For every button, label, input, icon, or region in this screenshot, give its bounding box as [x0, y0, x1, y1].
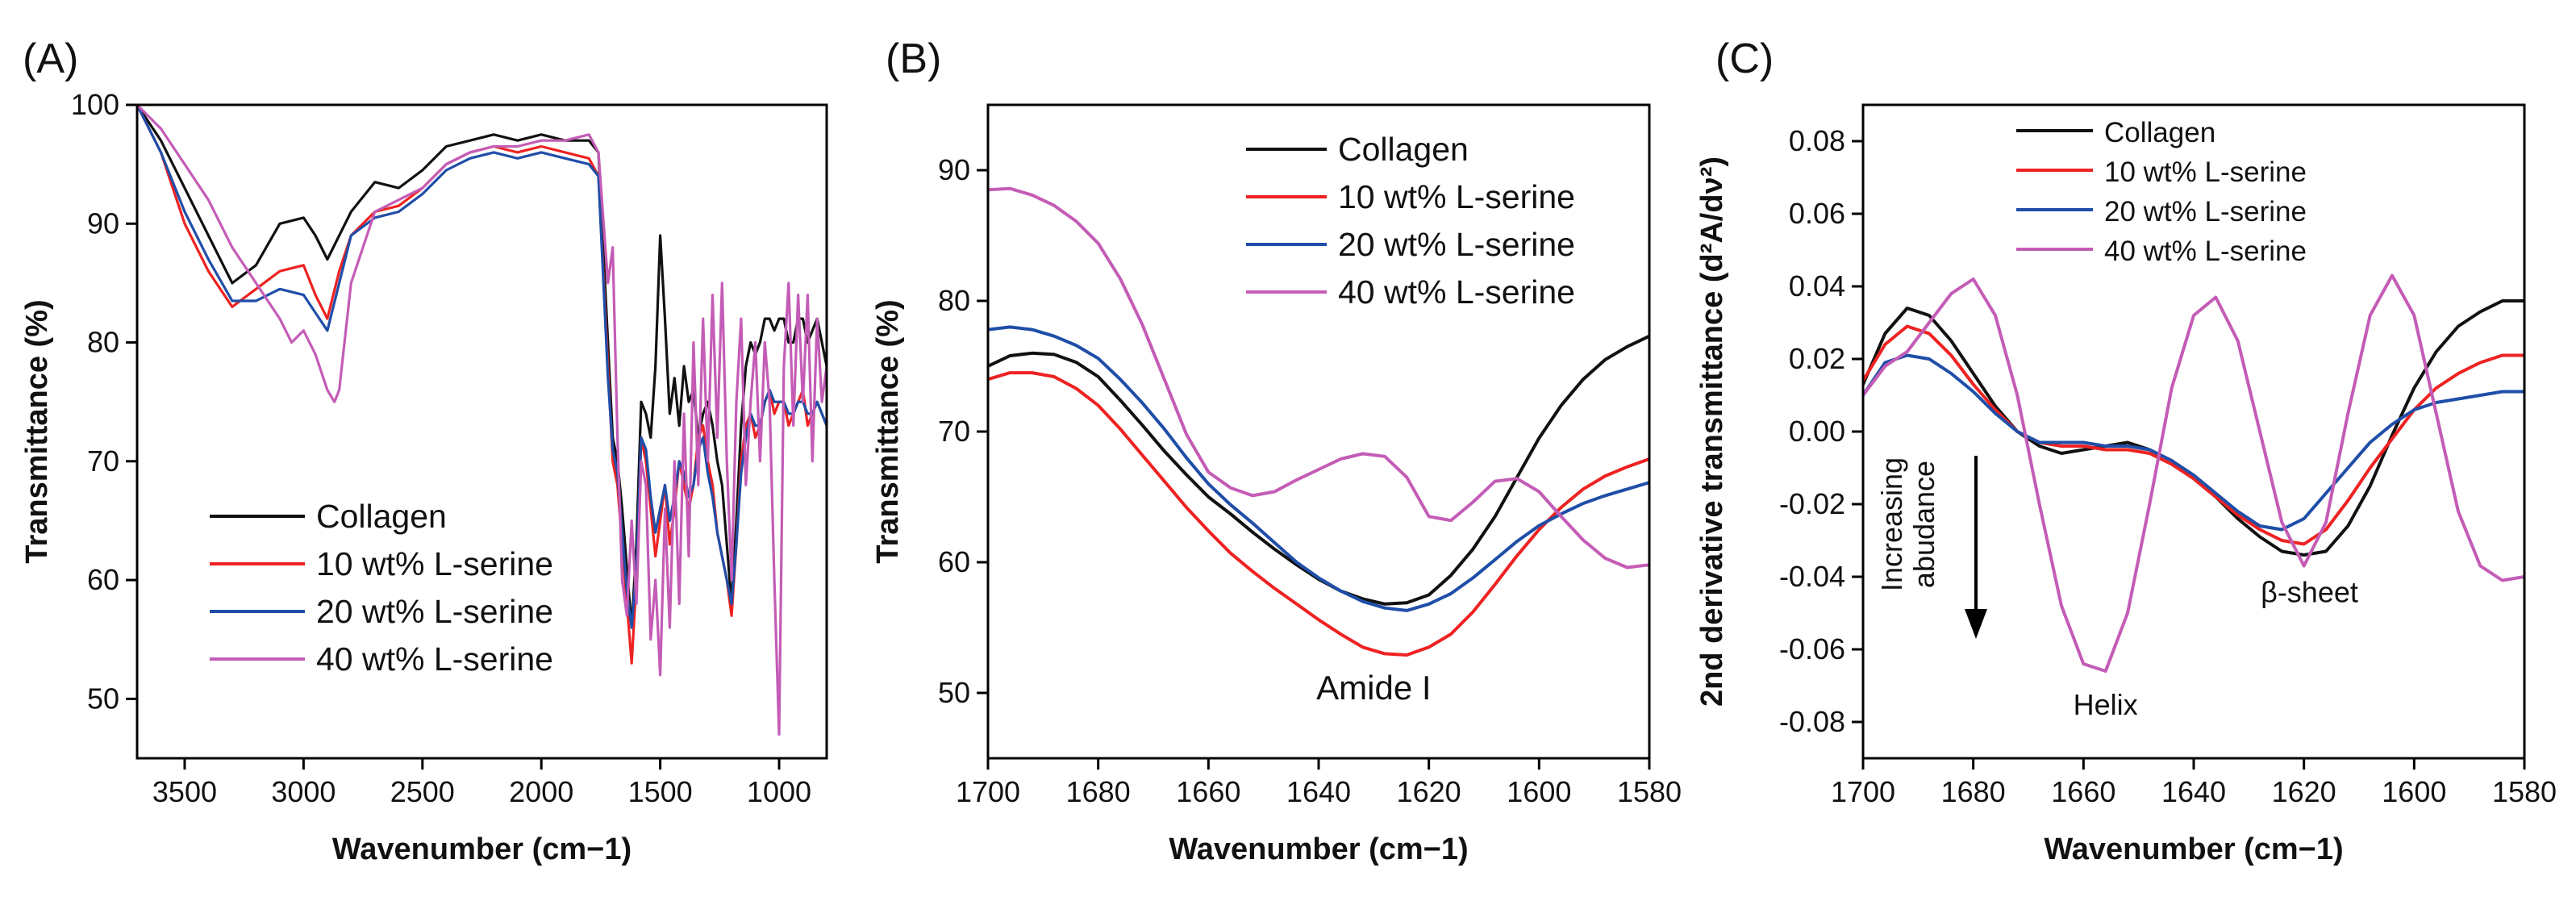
y-tick-label: -0.06	[1779, 632, 1845, 665]
x-tick-label: 2000	[509, 775, 573, 808]
x-tick-label: 1600	[1507, 775, 1571, 808]
legend: Collagen 10 wt% L-serine 20 wt% L-serine 40…	[1246, 131, 1575, 311]
annotation-label: Helix	[2074, 688, 2138, 721]
y-tick-label: 80	[87, 326, 119, 359]
y-tick-label: 50	[938, 676, 970, 709]
y-tick-label: -0.02	[1779, 487, 1845, 520]
y-tick-label: 0.06	[1789, 197, 1845, 230]
down-arrow-icon	[1965, 609, 1987, 639]
y-tick-label: 60	[87, 563, 119, 596]
y-tick-label: 80	[938, 284, 970, 317]
x-tick-label: 1600	[2382, 775, 2446, 808]
x-axis-title: Wavenumber (cm−1)	[2044, 832, 2343, 866]
legend-label-s10: 10 wt% L-serine	[2104, 156, 2307, 188]
arrow-annotation-line: abudance	[1907, 461, 1940, 588]
y-tick-label: 70	[87, 444, 119, 478]
legend: Collagen 10 wt% L-serine 20 wt% L-serine 40…	[2016, 117, 2307, 267]
y-tick-label: 0.04	[1789, 269, 1845, 302]
x-tick-label: 3000	[271, 775, 336, 808]
y-tick-label: 0.00	[1789, 415, 1845, 448]
y-axis-title: Transmittance (%)	[871, 299, 905, 563]
x-axis-title: Wavenumber (cm−1)	[1169, 832, 1468, 866]
x-axis-title: Wavenumber (cm−1)	[332, 832, 631, 866]
panel-c: (C) 1700 1680 1660 1640 1620 1600 1580 -0.08 -0.0…	[1695, 35, 2557, 866]
arrow-annotation-label: Increasingabudance	[1875, 457, 1940, 591]
y-tick-label: 50	[87, 682, 119, 715]
y-tick-label: -0.08	[1779, 705, 1845, 738]
legend-label-collagen: Collagen	[316, 498, 447, 535]
y-tick-label: 0.08	[1789, 124, 1845, 157]
legend: Collagen 10 wt% L-serine 20 wt% L-serine 40…	[210, 498, 553, 678]
series-line-s40	[988, 186, 1649, 569]
legend-label-s10: 10 wt% L-serine	[1338, 178, 1575, 215]
series-line-s10	[988, 371, 1649, 657]
x-tick-label: 1580	[2492, 775, 2557, 808]
arrow-annotation-line: Increasing	[1875, 457, 1908, 591]
panel-letter: (A)	[23, 35, 78, 82]
series-line-s20	[137, 105, 827, 629]
legend-label-s10: 10 wt% L-serine	[316, 545, 553, 582]
x-tick-label: 1580	[1617, 775, 1682, 808]
y-axis-title: Transmittance (%)	[20, 299, 54, 563]
y-tick-label: 60	[938, 545, 970, 578]
legend-label-s20: 20 wt% L-serine	[316, 593, 553, 630]
series-line-s20	[988, 325, 1649, 612]
x-tick-label: 1660	[1176, 775, 1240, 808]
y-tick-label: -0.04	[1779, 560, 1845, 593]
series-line-collagen	[1863, 299, 2524, 557]
y-tick-label: 0.02	[1789, 342, 1845, 375]
y-tick-label: 70	[938, 415, 970, 448]
x-tick-label: 1620	[2272, 775, 2336, 808]
legend-label-s40: 40 wt% L-serine	[2104, 236, 2307, 267]
x-tick-label: 1620	[1397, 775, 1461, 808]
x-tick-label: 1640	[1286, 775, 1351, 808]
x-tick-label: 3500	[152, 775, 217, 808]
x-tick-label: 2500	[390, 775, 455, 808]
series-group	[988, 186, 1649, 657]
x-tick-label: 1700	[956, 775, 1020, 808]
plot-frame	[135, 103, 828, 760]
series-line-s20	[1863, 353, 2524, 532]
y-tick-label: 90	[938, 153, 970, 186]
y-tick-label: 100	[71, 88, 119, 121]
y-tick-label: 90	[87, 207, 119, 240]
series-group	[137, 105, 827, 736]
x-tick-label: 1680	[1066, 775, 1131, 808]
y-axis-title: 2nd derivative transmittance (d²A/dν²)	[1695, 156, 1729, 707]
x-tick-label: 1660	[2051, 775, 2115, 808]
x-tick-label: 1500	[628, 775, 693, 808]
series-line-s40	[137, 105, 827, 736]
legend-label-s20: 20 wt% L-serine	[1338, 226, 1575, 263]
arrow-annotation-text: Increasingabudance	[1875, 457, 1940, 591]
legend-label-s20: 20 wt% L-serine	[2104, 196, 2307, 227]
series-line-collagen	[137, 105, 827, 629]
legend-label-s40: 40 wt% L-serine	[1338, 273, 1575, 311]
annotation-amide-i: Amide I	[1316, 669, 1431, 707]
x-tick-label: 1000	[747, 775, 811, 808]
legend-label-s40: 40 wt% L-serine	[316, 640, 553, 678]
series-group	[1863, 273, 2524, 673]
legend-label-collagen: Collagen	[2104, 117, 2215, 148]
annotation-label: β-sheet	[2261, 576, 2358, 609]
panel-b: (B) 1700 1680 1660 1640 1620 1600 1580 50 60 70 80 9…	[871, 35, 1682, 866]
x-tick-label: 1680	[1941, 775, 2006, 808]
x-tick-label: 1640	[2161, 775, 2226, 808]
panel-letter: (B)	[886, 35, 941, 82]
legend-label-collagen: Collagen	[1338, 131, 1469, 168]
x-tick-label: 1700	[1831, 775, 1895, 808]
panel-a: (A) 3500 3000 2500 2000 1500 1000 50 60 70 80 90 100…	[20, 35, 828, 866]
series-line-s40	[1863, 273, 2524, 673]
panel-letter: (C)	[1715, 35, 1774, 82]
